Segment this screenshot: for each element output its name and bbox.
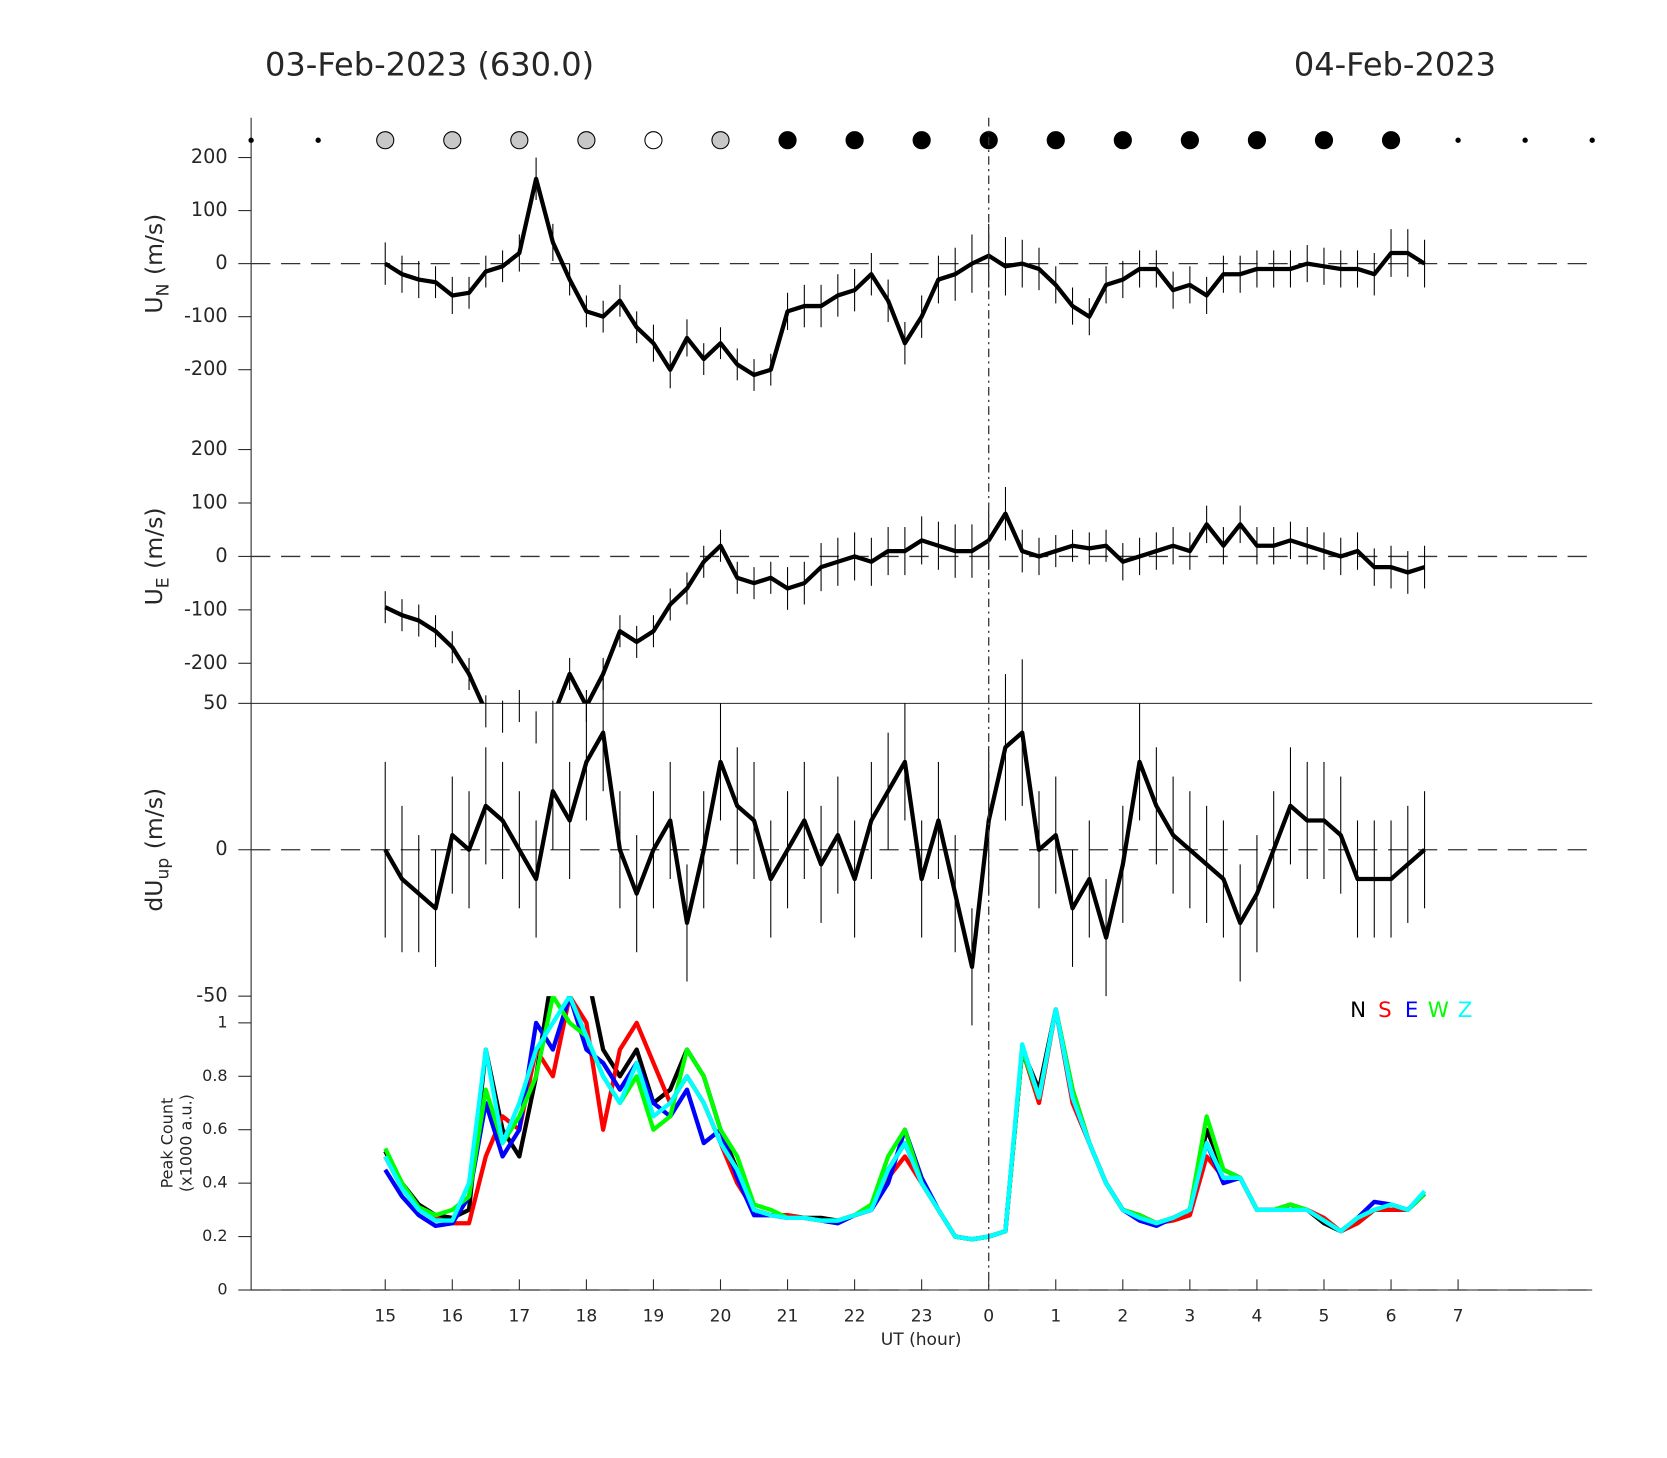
legend-entry: N bbox=[1350, 998, 1366, 1023]
y-tick-label: -50 bbox=[196, 984, 227, 1007]
moon-marker bbox=[248, 137, 254, 143]
y-label-sub: N bbox=[153, 284, 173, 297]
legend-entry: S bbox=[1378, 998, 1392, 1023]
x-tick-label: 21 bbox=[777, 1307, 799, 1327]
y-tick-label: 0 bbox=[215, 837, 227, 860]
x-tick-label: 4 bbox=[1251, 1307, 1262, 1327]
y-tick-label: 200 bbox=[191, 145, 228, 168]
moon-marker bbox=[1113, 131, 1132, 150]
data-line bbox=[383, 996, 1427, 1242]
legend-entry: Z bbox=[1458, 998, 1473, 1023]
y-tick-label: -100 bbox=[184, 597, 228, 620]
y-label-unit: (m/s) bbox=[139, 507, 167, 568]
x-tick-label: 18 bbox=[576, 1307, 598, 1327]
legend-entry: W bbox=[1428, 998, 1449, 1023]
moon-marker bbox=[1381, 131, 1401, 150]
moon-marker bbox=[1046, 131, 1065, 150]
y-label-unit: (m/s) bbox=[139, 214, 167, 275]
y-tick-label: 100 bbox=[191, 490, 228, 513]
x-tick-label: 5 bbox=[1319, 1307, 1330, 1327]
x-tick-label: 22 bbox=[844, 1307, 866, 1327]
x-tick-label: 19 bbox=[643, 1307, 665, 1327]
legend-entry: E bbox=[1405, 998, 1418, 1023]
moon-marker bbox=[1589, 137, 1595, 143]
y-tick-label: 0 bbox=[215, 251, 227, 274]
moon-marker bbox=[315, 137, 321, 143]
data-line bbox=[383, 996, 1427, 1242]
y-tick-label: -100 bbox=[184, 304, 228, 327]
moon-marker bbox=[577, 131, 596, 150]
x-tick-label: 3 bbox=[1184, 1307, 1195, 1327]
moon-marker bbox=[1180, 131, 1199, 150]
x-tick-label: 16 bbox=[441, 1307, 463, 1327]
data-line bbox=[383, 996, 1427, 1242]
y-tick-label: 0.2 bbox=[202, 1226, 227, 1245]
y-tick-label: -200 bbox=[184, 357, 228, 380]
y-label-sub: E bbox=[153, 577, 173, 588]
moon-marker bbox=[1455, 137, 1461, 143]
y-axis-label: dUup (m/s) bbox=[139, 788, 173, 912]
x-tick-label: 20 bbox=[710, 1307, 732, 1327]
y-label-main: U bbox=[139, 588, 167, 605]
x-tick-label: 6 bbox=[1386, 1307, 1397, 1327]
moon-marker bbox=[1522, 137, 1528, 143]
moon-marker bbox=[510, 131, 529, 150]
chart-title: 03-Feb-2023 (630.0) bbox=[265, 45, 594, 83]
y-tick-label: 200 bbox=[191, 437, 228, 460]
y-label-unit: (m/s) bbox=[139, 788, 167, 849]
y-tick-label: 0.4 bbox=[202, 1173, 227, 1192]
moon-marker bbox=[711, 131, 730, 150]
y-label-main: dU bbox=[139, 879, 167, 911]
y-tick-label: -200 bbox=[184, 651, 228, 674]
y-axis-label: Peak Count bbox=[157, 1098, 176, 1189]
x-tick-label: 15 bbox=[374, 1307, 396, 1327]
y-label-sub: up bbox=[153, 858, 173, 880]
x-tick-label: 2 bbox=[1117, 1307, 1128, 1327]
y-tick-label: 100 bbox=[191, 198, 228, 221]
y-axis-label: UN (m/s) bbox=[139, 214, 173, 314]
x-axis-label: UT (hour) bbox=[881, 1330, 962, 1350]
y-label-main: U bbox=[139, 296, 167, 313]
moon-marker bbox=[778, 131, 797, 150]
y-tick-label: 0 bbox=[217, 1280, 227, 1299]
y-tick-label: 1 bbox=[217, 1012, 227, 1031]
plot-area bbox=[383, 996, 1427, 1242]
x-tick-label: 1 bbox=[1050, 1307, 1061, 1327]
moon-marker bbox=[644, 131, 663, 150]
chart-subtitle: 04-Feb-2023 bbox=[1294, 45, 1496, 83]
moon-marker bbox=[443, 131, 462, 150]
y-tick-label: 50 bbox=[203, 691, 227, 714]
moon-marker bbox=[376, 131, 395, 150]
y-tick-label: 0.6 bbox=[202, 1119, 227, 1138]
moon-marker bbox=[1314, 131, 1334, 150]
moon-marker bbox=[1247, 131, 1267, 150]
moon-marker bbox=[845, 131, 864, 150]
x-tick-label: 17 bbox=[508, 1307, 530, 1327]
y-tick-label: 0 bbox=[215, 544, 227, 567]
moon-marker bbox=[912, 131, 931, 150]
x-tick-label: 0 bbox=[983, 1307, 994, 1327]
x-tick-label: 23 bbox=[911, 1307, 933, 1327]
y-tick-label: 0.8 bbox=[202, 1066, 227, 1085]
y-axis-label: (x1000 a.u.) bbox=[177, 1094, 196, 1192]
x-tick-label: 7 bbox=[1453, 1307, 1464, 1327]
y-axis-label: UE (m/s) bbox=[139, 507, 173, 605]
